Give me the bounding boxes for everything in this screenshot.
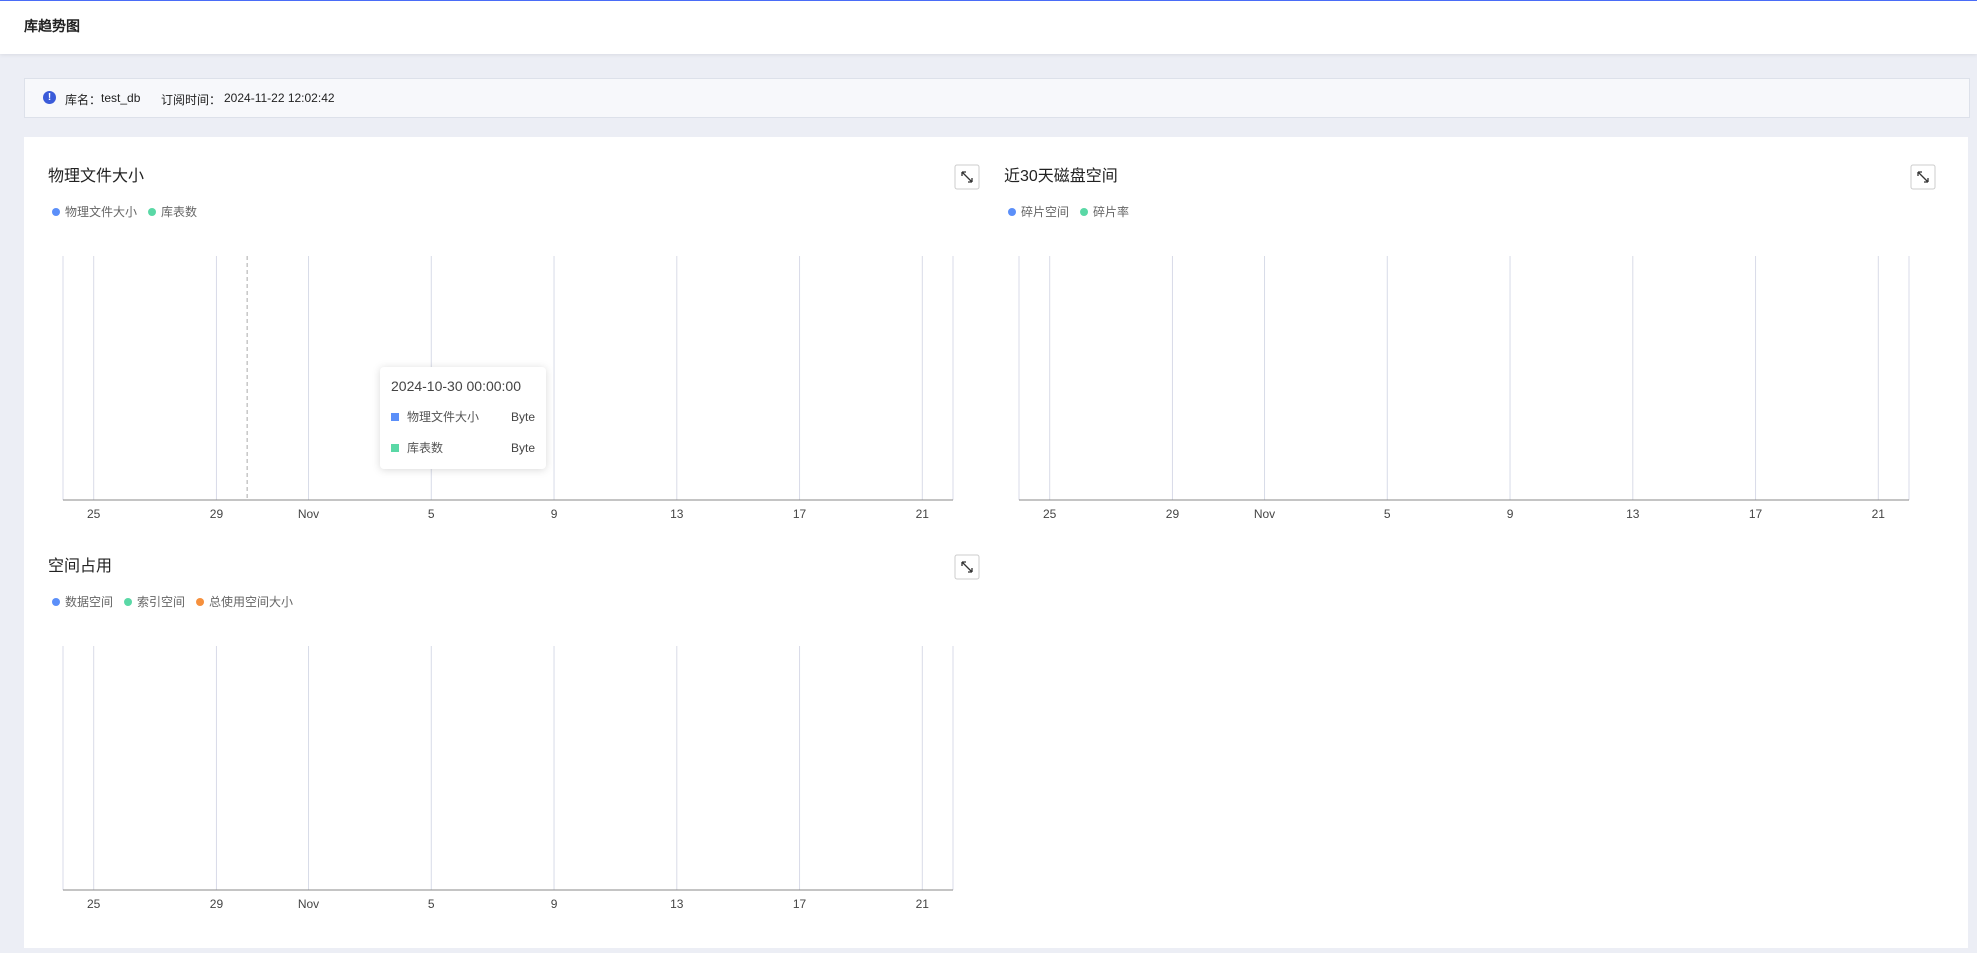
expand-button[interactable] — [1910, 164, 1936, 190]
x-tick-label: 9 — [551, 507, 558, 521]
legend-label: 物理文件大小 — [65, 204, 137, 219]
time-label: 订阅时间： — [161, 93, 222, 107]
x-tick-label: 13 — [1626, 507, 1640, 521]
tooltip-name: 物理文件大小 — [407, 409, 479, 424]
expand-button[interactable] — [954, 554, 980, 580]
card — [24, 137, 1968, 948]
panel-title: 空间占用 — [48, 557, 112, 575]
x-tick-label: 29 — [210, 507, 224, 521]
expand-icon — [961, 171, 973, 183]
legend-dot — [1080, 208, 1089, 216]
x-tick-label: 21 — [1872, 507, 1886, 521]
panel-title: 近30天磁盘空间 — [1004, 166, 1118, 185]
x-tick-label: 5 — [428, 507, 435, 521]
x-tick-label: 29 — [1166, 507, 1180, 521]
expand-icon — [961, 561, 973, 573]
x-tick-label: 25 — [87, 507, 101, 521]
legend-dot — [52, 208, 60, 216]
page-title: 库趋势图 — [24, 18, 80, 34]
x-tick-label: 17 — [1749, 507, 1763, 521]
db-name: test_db — [101, 91, 141, 105]
header: 库趋势图 — [0, 0, 1977, 54]
info-icon: ! — [43, 91, 56, 104]
x-tick-label: 13 — [670, 897, 684, 911]
x-tick-label: 17 — [793, 897, 807, 911]
legend-dot — [196, 598, 205, 606]
db-label: 库名： — [65, 93, 102, 107]
x-tick-label: 25 — [87, 897, 101, 911]
tooltip-unit: Byte — [511, 410, 535, 424]
x-tick-label: Nov — [1254, 507, 1275, 521]
tooltip-marker — [391, 413, 399, 421]
info-bar: ! 库名： test_db 订阅时间： 2024-11-22 12:02:42 — [24, 78, 1970, 118]
legend-label: 库表数 — [161, 204, 197, 219]
x-tick-label: 25 — [1043, 507, 1057, 521]
tooltip-name: 库表数 — [407, 440, 443, 455]
legend-dot — [52, 598, 60, 606]
x-tick-label: 5 — [1384, 507, 1391, 521]
legend-label: 索引空间 — [137, 595, 185, 609]
legend-dot — [1008, 208, 1016, 216]
tooltip-title: 2024-10-30 00:00:00 — [391, 378, 521, 394]
x-tick-label: 13 — [670, 507, 684, 521]
legend-label: 碎片率 — [1093, 204, 1129, 219]
tooltip — [380, 367, 546, 469]
tooltip-marker — [391, 444, 399, 452]
legend-label: 碎片空间 — [1021, 204, 1069, 219]
expand-button[interactable] — [954, 164, 980, 190]
legend-label: 数据空间 — [65, 594, 113, 609]
expand-icon — [1917, 171, 1929, 183]
x-tick-label: 9 — [1507, 507, 1514, 521]
time-value: 2024-11-22 12:02:42 — [224, 91, 335, 105]
x-tick-label: 17 — [793, 507, 807, 521]
legend-dot — [148, 208, 157, 216]
x-tick-label: Nov — [298, 507, 319, 521]
legend-label: 总使用空间大小 — [209, 594, 293, 609]
x-tick-label: 9 — [551, 897, 558, 911]
x-tick-label: 5 — [428, 897, 435, 911]
x-tick-label: 29 — [210, 897, 224, 911]
tooltip-unit: Byte — [511, 441, 535, 455]
legend-dot — [124, 598, 133, 606]
x-tick-label: Nov — [298, 897, 319, 911]
panel-title: 物理文件大小 — [48, 167, 144, 185]
x-tick-label: 21 — [916, 897, 930, 911]
x-tick-label: 21 — [916, 507, 930, 521]
